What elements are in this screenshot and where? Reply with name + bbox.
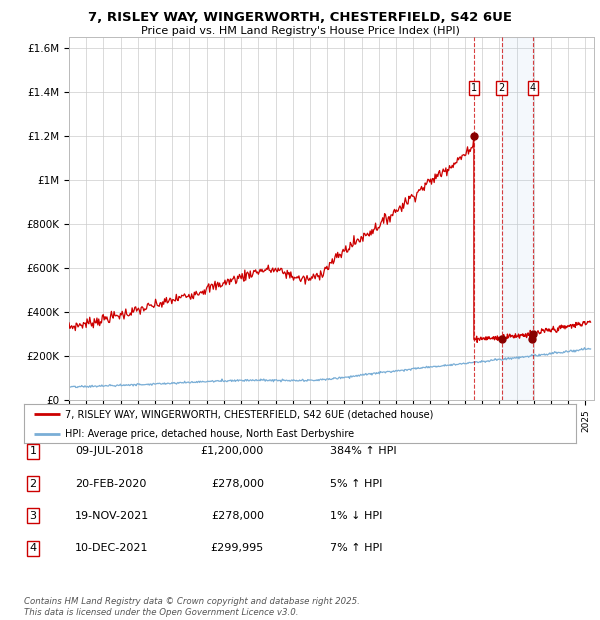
Text: 10-DEC-2021: 10-DEC-2021 — [75, 543, 149, 553]
Text: Price paid vs. HM Land Registry's House Price Index (HPI): Price paid vs. HM Land Registry's House … — [140, 26, 460, 36]
Text: 7, RISLEY WAY, WINGERWORTH, CHESTERFIELD, S42 6UE (detached house): 7, RISLEY WAY, WINGERWORTH, CHESTERFIELD… — [65, 409, 434, 419]
Text: £1,200,000: £1,200,000 — [201, 446, 264, 456]
Text: 1% ↓ HPI: 1% ↓ HPI — [330, 511, 382, 521]
Text: 384% ↑ HPI: 384% ↑ HPI — [330, 446, 397, 456]
Text: £299,995: £299,995 — [211, 543, 264, 553]
Text: 20-FEB-2020: 20-FEB-2020 — [75, 479, 146, 489]
Text: 5% ↑ HPI: 5% ↑ HPI — [330, 479, 382, 489]
Text: 4: 4 — [29, 543, 37, 553]
Text: HPI: Average price, detached house, North East Derbyshire: HPI: Average price, detached house, Nort… — [65, 428, 355, 438]
Text: 1: 1 — [29, 446, 37, 456]
Text: 2: 2 — [29, 479, 37, 489]
Text: 1: 1 — [471, 82, 477, 93]
Text: 7, RISLEY WAY, WINGERWORTH, CHESTERFIELD, S42 6UE: 7, RISLEY WAY, WINGERWORTH, CHESTERFIELD… — [88, 11, 512, 24]
Text: 2: 2 — [499, 82, 505, 93]
Bar — [502, 37, 533, 400]
Text: 09-JUL-2018: 09-JUL-2018 — [75, 446, 143, 456]
Text: 4: 4 — [530, 82, 536, 93]
Text: Contains HM Land Registry data © Crown copyright and database right 2025.
This d: Contains HM Land Registry data © Crown c… — [24, 598, 360, 617]
Text: 3: 3 — [29, 511, 37, 521]
Text: 7% ↑ HPI: 7% ↑ HPI — [330, 543, 383, 553]
Text: 19-NOV-2021: 19-NOV-2021 — [75, 511, 149, 521]
Text: £278,000: £278,000 — [211, 511, 264, 521]
Text: £278,000: £278,000 — [211, 479, 264, 489]
